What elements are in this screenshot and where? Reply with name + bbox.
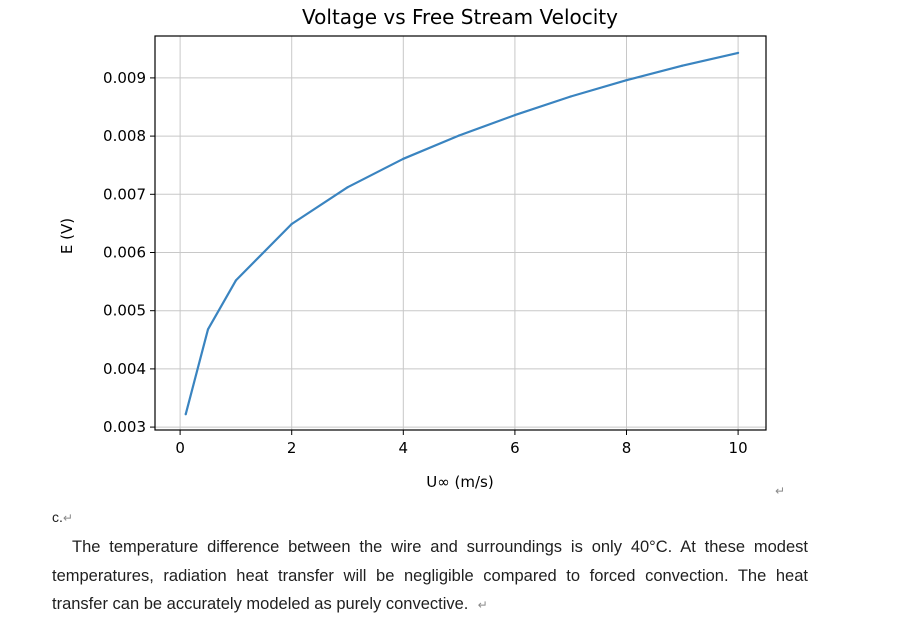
paragraph-return-mark: ↵ bbox=[477, 598, 488, 612]
line-chart: Voltage vs Free Stream Velocity 0 2 4 6 8 100… bbox=[58, 5, 767, 490]
section-label-text: c. bbox=[52, 509, 63, 525]
document-text: c.↵ The temperature difference between t… bbox=[52, 506, 808, 620]
section-label: c.↵ bbox=[52, 506, 808, 529]
data-point bbox=[234, 279, 238, 282]
y-tick-label: 0.007 bbox=[103, 185, 146, 203]
gridlines bbox=[155, 36, 766, 430]
y-tick-label: 0.003 bbox=[103, 418, 146, 436]
data-point bbox=[290, 222, 293, 226]
data-point bbox=[681, 64, 684, 67]
data-point bbox=[737, 51, 740, 54]
chart-title: Voltage vs Free Stream Velocity bbox=[302, 5, 618, 29]
paragraph-text: The temperature difference between the w… bbox=[52, 538, 808, 613]
y-tick-label: 0.005 bbox=[103, 302, 146, 320]
data-layer bbox=[184, 51, 740, 416]
ticks: 0 2 4 6 8 10 0.003 0.004 0.005 0.006 0.007 0.008 0.0… bbox=[103, 69, 748, 457]
data-point bbox=[569, 95, 572, 98]
x-tick-label: 2 bbox=[287, 439, 297, 457]
series-line bbox=[184, 51, 739, 415]
y-tick-label: 0.006 bbox=[103, 243, 146, 261]
x-tick-label: 10 bbox=[729, 439, 748, 457]
paragraph-return-mark: ↵ bbox=[62, 511, 73, 525]
plot-frame bbox=[154, 35, 767, 431]
data-point bbox=[458, 134, 461, 137]
data-point bbox=[206, 328, 210, 331]
y-tick-label: 0.004 bbox=[103, 360, 146, 378]
data-point bbox=[513, 114, 517, 117]
paragraph: The temperature difference between the w… bbox=[52, 533, 808, 620]
y-axis-label: E (V) bbox=[58, 218, 76, 254]
data-point bbox=[625, 79, 628, 82]
paragraph-return-mark: ↵ bbox=[775, 484, 786, 498]
y-tick-label: 0.008 bbox=[103, 127, 146, 145]
x-tick-label: 8 bbox=[622, 439, 632, 457]
x-tick-label: 6 bbox=[510, 439, 520, 457]
data-point bbox=[184, 413, 187, 416]
x-axis-label: U∞ (m/s) bbox=[426, 473, 493, 490]
data-point bbox=[402, 157, 405, 160]
data-point bbox=[346, 186, 349, 189]
x-tick-label: 0 bbox=[175, 439, 185, 457]
y-tick-label: 0.009 bbox=[103, 69, 146, 87]
x-tick-label: 4 bbox=[399, 439, 409, 457]
